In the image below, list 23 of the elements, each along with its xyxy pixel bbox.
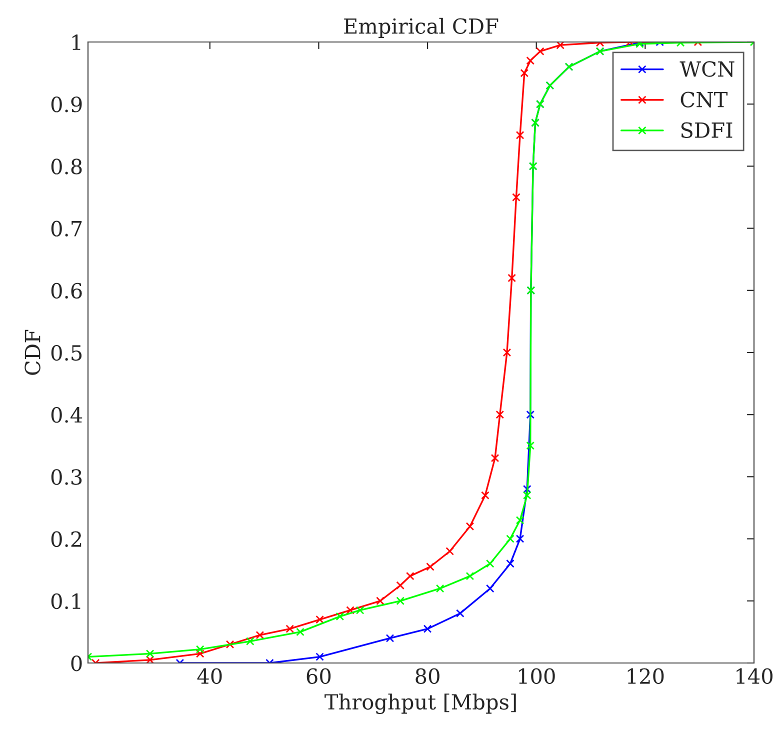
x-tick-label: 140 (736, 668, 772, 684)
y-tick-label: 0.2 (51, 531, 82, 548)
y-tick-label: 0.7 (51, 220, 82, 237)
y-tick-label: 0.3 (51, 469, 82, 485)
legend-label: WCN (680, 61, 734, 77)
y-tick-label: 0.9 (51, 96, 82, 112)
y-tick-label: 0.5 (51, 344, 82, 361)
x-tick-label: 120 (628, 668, 664, 684)
chart-title: Empirical CDF (344, 18, 498, 38)
x-tick-label: 40 (197, 668, 222, 684)
y-tick-label: 0.1 (51, 593, 80, 610)
y-tick-label: 0.4 (51, 407, 82, 423)
y-tick-label: 0.8 (51, 158, 82, 174)
x-axis-title: Throghput [Mbps] (324, 694, 516, 714)
legend-label: CNT (680, 92, 728, 108)
legend-label: SDFI (681, 122, 732, 138)
y-axis-title: CDF (24, 330, 40, 375)
y-tick-label: 0.6 (51, 282, 82, 299)
x-tick-label: 80 (416, 668, 440, 684)
y-tick-label: 1 (72, 34, 80, 50)
y-tick-label: 0 (71, 655, 82, 672)
x-tick-label: 60 (306, 668, 331, 684)
x-tick-label: 100 (519, 668, 555, 684)
